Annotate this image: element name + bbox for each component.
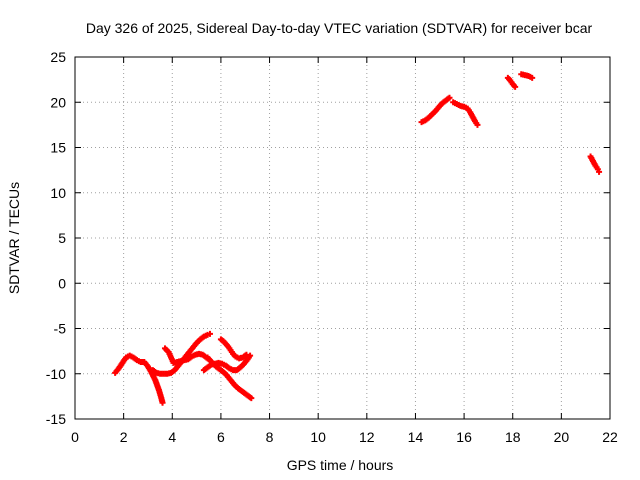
data-point: [248, 395, 255, 402]
x-tick-label: 22: [602, 429, 618, 445]
x-tick-label: 20: [554, 429, 570, 445]
x-tick-label: 4: [168, 429, 176, 445]
data-point: [243, 351, 250, 358]
y-tick-label: 15: [50, 140, 66, 156]
y-tick-label: 0: [58, 275, 66, 291]
data-point: [529, 74, 536, 81]
x-tick-label: 6: [217, 429, 225, 445]
data-point: [159, 399, 166, 406]
y-tick-label: 5: [58, 230, 66, 246]
y-tick-label: -10: [46, 366, 66, 382]
data-points: [112, 71, 603, 406]
grid: [75, 57, 610, 419]
y-axis-label: SDTVAR / TECUs: [6, 182, 22, 294]
x-tick-label: 2: [120, 429, 128, 445]
data-series: [112, 352, 166, 406]
data-series: [450, 99, 481, 128]
data-series: [204, 354, 255, 402]
data-series: [587, 153, 603, 175]
x-tick-label: 12: [359, 429, 375, 445]
y-tick-label: 25: [50, 49, 66, 65]
data-point: [206, 330, 213, 337]
data-series: [149, 330, 213, 377]
data-series: [518, 71, 536, 81]
data-series: [217, 336, 250, 362]
x-tick-label: 8: [266, 429, 274, 445]
y-tick-label: 10: [50, 185, 66, 201]
x-axis-label: GPS time / hours: [287, 457, 394, 473]
data-series: [504, 74, 519, 90]
data-point: [474, 121, 481, 128]
x-tick-label: 0: [71, 429, 79, 445]
x-tick-label: 16: [456, 429, 472, 445]
y-tick-label: -5: [54, 321, 67, 337]
y-tick-label: 20: [50, 94, 66, 110]
data-point: [446, 94, 453, 101]
data-point: [512, 83, 519, 90]
x-tick-label: 10: [310, 429, 326, 445]
chart-title: Day 326 of 2025, Sidereal Day-to-day VTE…: [86, 20, 593, 36]
data-point: [596, 168, 603, 175]
x-tick-label: 18: [505, 429, 521, 445]
axis-ticks: 0 2 4 6 8 10 12 14 16 18 20 22 -15 -10 -5 0 5 10 15 20 25: [46, 49, 618, 445]
y-tick-label: -15: [46, 411, 66, 427]
data-series: [418, 94, 453, 126]
x-tick-label: 14: [408, 429, 424, 445]
